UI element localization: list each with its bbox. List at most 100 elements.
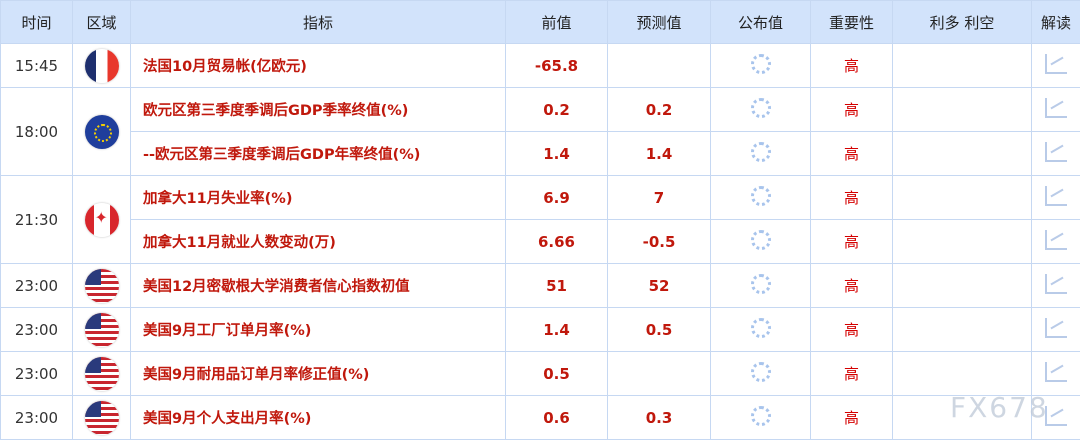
column-header: 重要性 — [810, 0, 893, 44]
loading-spinner-icon — [750, 97, 771, 118]
chart-analysis-icon[interactable] — [1045, 53, 1067, 74]
time-cell: 23:00 — [0, 395, 73, 440]
indicator-link[interactable]: 美国9月工厂订单月率(%) — [130, 307, 506, 352]
loading-spinner-icon — [750, 405, 771, 426]
us-flag-icon — [84, 400, 119, 435]
table-row: 23:00 美国12月密歇根大学消费者信心指数初值 51 52 高 — [0, 263, 1080, 308]
actual-value — [710, 351, 811, 396]
forecast-value — [607, 351, 711, 396]
previous-value: 0.2 — [505, 87, 608, 132]
time-cell: 23:00 — [0, 351, 73, 396]
analysis-cell[interactable] — [1031, 351, 1080, 396]
chart-analysis-icon[interactable] — [1045, 361, 1067, 382]
analysis-cell[interactable] — [1031, 263, 1080, 308]
column-header: 区域 — [72, 0, 131, 44]
ca-flag-icon — [84, 202, 119, 237]
impact-cell — [892, 351, 1032, 396]
indicator-link[interactable]: 美国12月密歇根大学消费者信心指数初值 — [130, 263, 506, 308]
analysis-cell[interactable] — [1031, 43, 1080, 88]
previous-value: 6.66 — [505, 219, 608, 264]
chart-analysis-icon[interactable] — [1045, 97, 1067, 118]
indicator-link[interactable]: 法国10月贸易帐(亿欧元) — [130, 43, 506, 88]
actual-value — [710, 175, 811, 220]
eu-flag-icon — [84, 114, 119, 149]
impact-cell — [892, 131, 1032, 176]
chart-analysis-icon[interactable] — [1045, 273, 1067, 294]
time-cell: 18:00 — [0, 87, 73, 176]
indicator-link[interactable]: 加拿大11月失业率(%) — [130, 175, 506, 220]
us-flag-icon — [84, 268, 119, 303]
actual-value — [710, 219, 811, 264]
impact-cell — [892, 263, 1032, 308]
column-header: 公布值 — [710, 0, 811, 44]
importance: 高 — [810, 263, 893, 308]
analysis-cell[interactable] — [1031, 219, 1080, 264]
region-cell — [72, 351, 131, 396]
indicator-link[interactable]: 美国9月个人支出月率(%) — [130, 395, 506, 440]
analysis-cell[interactable] — [1031, 307, 1080, 352]
column-header: 时间 — [0, 0, 73, 44]
table-row: 21:30 加拿大11月失业率(%)6.97 高 — [0, 175, 1080, 264]
loading-spinner-icon — [750, 317, 771, 338]
actual-value — [710, 307, 811, 352]
region-cell — [72, 87, 131, 176]
forecast-value: -0.5 — [607, 219, 711, 264]
chart-analysis-icon[interactable] — [1045, 317, 1067, 338]
forecast-value: 52 — [607, 263, 711, 308]
loading-spinner-icon — [750, 361, 771, 382]
previous-value: 1.4 — [505, 307, 608, 352]
column-header: 前值 — [505, 0, 608, 44]
previous-value: 0.5 — [505, 351, 608, 396]
loading-spinner-icon — [750, 141, 771, 162]
column-header: 预测值 — [607, 0, 711, 44]
analysis-cell[interactable] — [1031, 395, 1080, 440]
time-cell: 15:45 — [0, 43, 73, 88]
actual-value — [710, 87, 811, 132]
chart-analysis-icon[interactable] — [1045, 141, 1067, 162]
table-row: 18:00 欧元区第三季度季调后GDP季率终值(%) 0.2 0.2 高 — [0, 87, 1080, 176]
watermark-logo: FX678 — [950, 391, 1049, 424]
previous-value: 0.6 — [505, 395, 608, 440]
forecast-value: 0.3 — [607, 395, 711, 440]
importance: 高 — [810, 395, 893, 440]
column-header: 指标 — [130, 0, 506, 44]
importance: 高 — [810, 43, 893, 88]
region-cell — [72, 43, 131, 88]
impact-cell — [892, 175, 1032, 220]
fr-flag-icon — [84, 48, 119, 83]
table-row: 23:00 美国9月个人支出月率(%) 0.6 0.3 高 — [0, 395, 1080, 440]
table-row: 23:00 美国9月工厂订单月率(%) 1.4 0.5 高 — [0, 307, 1080, 352]
analysis-cell[interactable] — [1031, 175, 1080, 220]
analysis-cell[interactable] — [1031, 87, 1080, 132]
importance: 高 — [810, 219, 893, 264]
indicator-link[interactable]: --欧元区第三季度季调后GDP年率终值(%) — [130, 131, 506, 176]
indicator-link[interactable]: 欧元区第三季度季调后GDP季率终值(%) — [130, 87, 506, 132]
loading-spinner-icon — [750, 273, 771, 294]
loading-spinner-icon — [750, 185, 771, 206]
table-row: --欧元区第三季度季调后GDP年率终值(%) 1.4 1.4 高 — [1, 131, 1080, 176]
time-cell: 23:00 — [0, 307, 73, 352]
chart-analysis-icon[interactable] — [1045, 229, 1067, 250]
indicator-link[interactable]: 美国9月耐用品订单月率修正值(%) — [130, 351, 506, 396]
actual-value — [710, 43, 811, 88]
us-flag-icon — [84, 312, 119, 347]
indicator-link[interactable]: 加拿大11月就业人数变动(万) — [130, 219, 506, 264]
previous-value: -65.8 — [505, 43, 608, 88]
forecast-value: 0.5 — [607, 307, 711, 352]
forecast-value: 1.4 — [607, 131, 711, 176]
table-row: 15:45 法国10月贸易帐(亿欧元) -65.8 高 — [0, 43, 1080, 88]
region-cell — [72, 395, 131, 440]
importance: 高 — [810, 131, 893, 176]
impact-cell — [892, 87, 1032, 132]
loading-spinner-icon — [750, 229, 771, 250]
table-row: 加拿大11月就业人数变动(万) 6.66 -0.5 高 — [1, 219, 1080, 264]
chart-analysis-icon[interactable] — [1045, 405, 1067, 426]
impact-cell — [892, 43, 1032, 88]
time-cell: 21:30 — [0, 175, 73, 264]
loading-spinner-icon — [750, 53, 771, 74]
chart-analysis-icon[interactable] — [1045, 185, 1067, 206]
impact-cell — [892, 395, 1032, 440]
analysis-cell[interactable] — [1031, 131, 1080, 176]
table-row: 23:00 美国9月耐用品订单月率修正值(%) 0.5 高 — [0, 351, 1080, 396]
